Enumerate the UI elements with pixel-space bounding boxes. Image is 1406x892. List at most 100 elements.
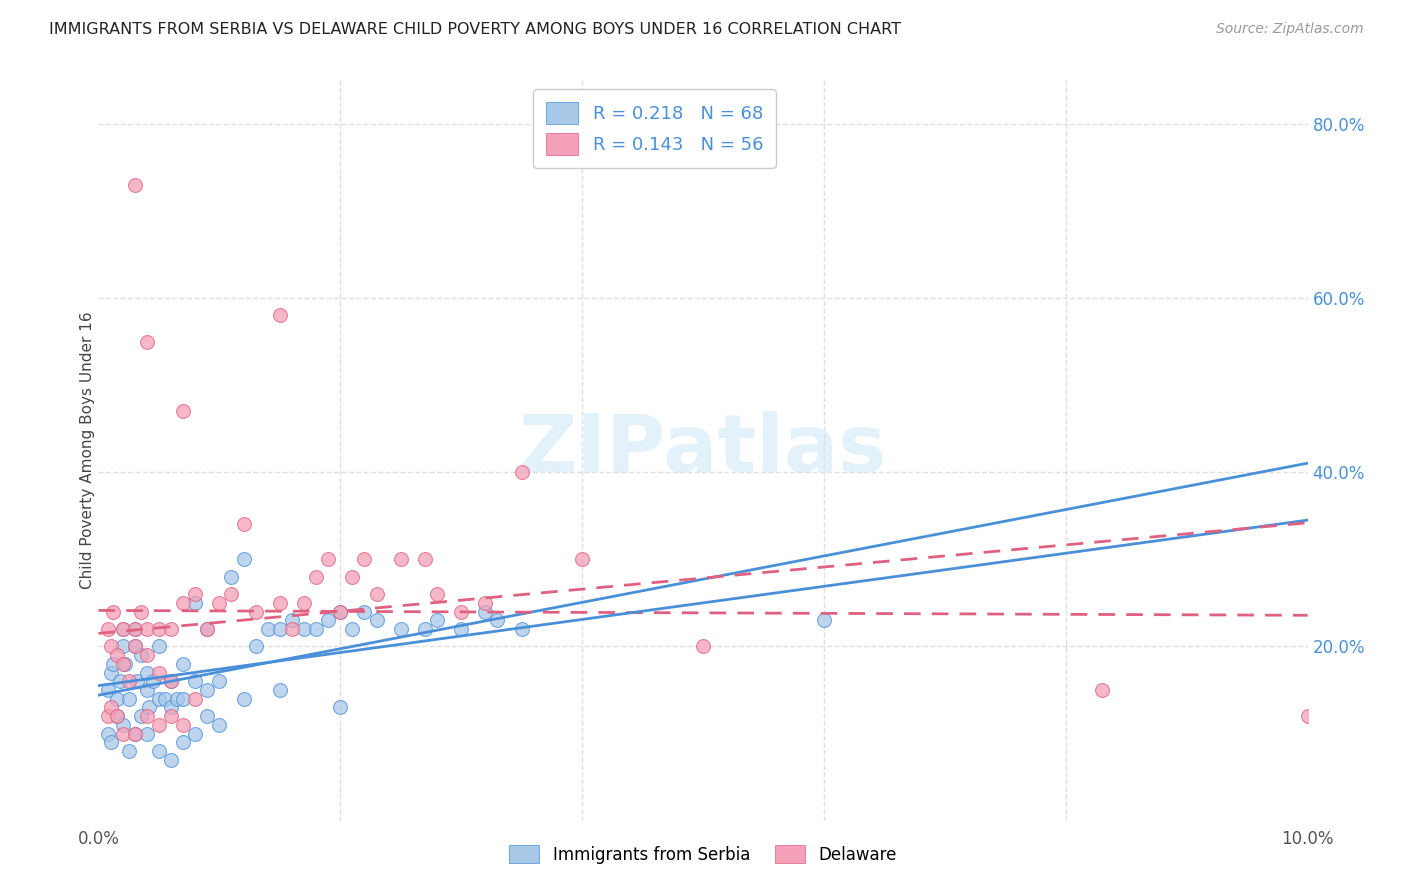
Point bbox=[138, 700, 160, 714]
Point bbox=[208, 674, 231, 689]
Point bbox=[148, 744, 170, 758]
Point bbox=[269, 596, 291, 610]
Point bbox=[124, 726, 146, 740]
Point bbox=[353, 605, 375, 619]
Point bbox=[105, 691, 128, 706]
Point bbox=[105, 709, 128, 723]
Point bbox=[97, 683, 120, 698]
Point bbox=[292, 622, 315, 636]
Point bbox=[184, 596, 207, 610]
Point bbox=[232, 691, 254, 706]
Point bbox=[172, 691, 194, 706]
Point bbox=[281, 613, 304, 627]
Point bbox=[221, 587, 243, 601]
Point bbox=[166, 691, 188, 706]
Point bbox=[389, 622, 412, 636]
Point bbox=[389, 552, 412, 566]
Point bbox=[148, 718, 170, 732]
Point bbox=[486, 613, 509, 627]
Point bbox=[413, 552, 436, 566]
Point bbox=[129, 605, 152, 619]
Point bbox=[269, 683, 291, 698]
Point bbox=[1091, 683, 1114, 698]
Point bbox=[316, 552, 339, 566]
Point bbox=[135, 665, 157, 680]
Point bbox=[118, 674, 141, 689]
Point bbox=[366, 587, 388, 601]
Point bbox=[153, 691, 176, 706]
Point bbox=[208, 596, 231, 610]
Point bbox=[172, 404, 194, 418]
Point bbox=[184, 587, 207, 601]
Point bbox=[269, 622, 291, 636]
Point bbox=[124, 640, 146, 654]
Point bbox=[450, 605, 472, 619]
Point bbox=[342, 570, 364, 584]
Point bbox=[100, 700, 122, 714]
Point bbox=[292, 596, 315, 610]
Point bbox=[118, 744, 141, 758]
Point bbox=[160, 700, 183, 714]
Point bbox=[571, 552, 593, 566]
Point bbox=[329, 605, 352, 619]
Point bbox=[114, 657, 136, 671]
Point bbox=[100, 735, 122, 749]
Point bbox=[269, 309, 291, 323]
Point bbox=[108, 674, 131, 689]
Point bbox=[124, 640, 146, 654]
Point bbox=[316, 613, 339, 627]
Point bbox=[105, 648, 128, 662]
Point bbox=[148, 622, 170, 636]
Point bbox=[184, 674, 207, 689]
Point bbox=[245, 640, 267, 654]
Point bbox=[97, 726, 120, 740]
Text: IMMIGRANTS FROM SERBIA VS DELAWARE CHILD POVERTY AMONG BOYS UNDER 16 CORRELATION: IMMIGRANTS FROM SERBIA VS DELAWARE CHILD… bbox=[49, 22, 901, 37]
Point bbox=[195, 709, 218, 723]
Point bbox=[135, 709, 157, 723]
Text: Source: ZipAtlas.com: Source: ZipAtlas.com bbox=[1216, 22, 1364, 37]
Point bbox=[135, 648, 157, 662]
Point bbox=[184, 691, 207, 706]
Point bbox=[195, 683, 218, 698]
Point bbox=[510, 622, 533, 636]
Point bbox=[100, 665, 122, 680]
Point bbox=[510, 465, 533, 479]
Point bbox=[127, 674, 149, 689]
Point bbox=[413, 622, 436, 636]
Point bbox=[148, 691, 170, 706]
Point bbox=[129, 648, 152, 662]
Point bbox=[256, 622, 278, 636]
Point bbox=[692, 640, 714, 654]
Point bbox=[148, 665, 170, 680]
Point bbox=[160, 674, 183, 689]
Point bbox=[426, 587, 449, 601]
Point bbox=[124, 622, 146, 636]
Point bbox=[221, 570, 243, 584]
Point bbox=[474, 605, 496, 619]
Point bbox=[1296, 709, 1319, 723]
Point bbox=[195, 622, 218, 636]
Point bbox=[305, 570, 328, 584]
Point bbox=[124, 726, 146, 740]
Point bbox=[135, 683, 157, 698]
Text: ZIPatlas: ZIPatlas bbox=[519, 411, 887, 490]
Point bbox=[160, 753, 183, 767]
Point bbox=[208, 718, 231, 732]
Point bbox=[474, 596, 496, 610]
Point bbox=[195, 622, 218, 636]
Point bbox=[124, 622, 146, 636]
Point bbox=[111, 718, 134, 732]
Point bbox=[118, 691, 141, 706]
Point bbox=[129, 709, 152, 723]
Point bbox=[329, 605, 352, 619]
Point bbox=[366, 613, 388, 627]
Point bbox=[184, 726, 207, 740]
Point bbox=[232, 517, 254, 532]
Point bbox=[101, 657, 124, 671]
Point bbox=[232, 552, 254, 566]
Point bbox=[142, 674, 165, 689]
Point bbox=[342, 622, 364, 636]
Point bbox=[281, 622, 304, 636]
Point bbox=[172, 718, 194, 732]
Point bbox=[105, 709, 128, 723]
